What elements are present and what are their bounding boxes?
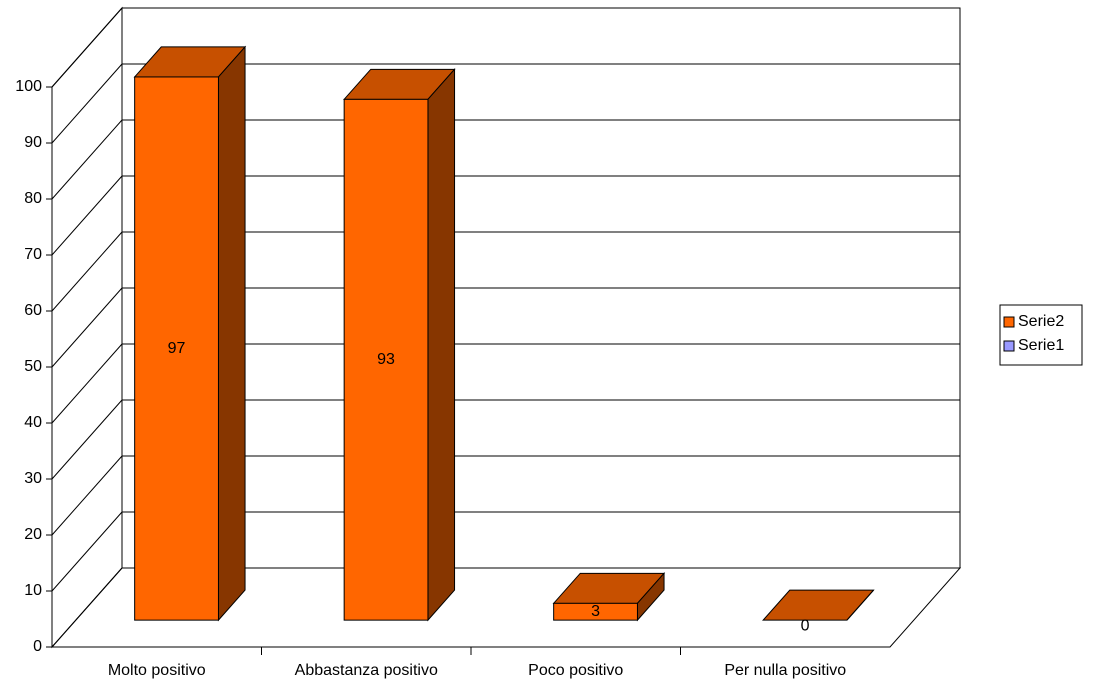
legend-box bbox=[999, 304, 1083, 366]
y-tick-label: 60 bbox=[24, 302, 42, 319]
grid-line bbox=[51, 567, 123, 648]
legend-swatch bbox=[1003, 340, 1015, 352]
grid-line bbox=[51, 511, 123, 592]
y-tick-label: 70 bbox=[24, 246, 42, 263]
y-tick-label: 20 bbox=[24, 526, 42, 543]
y-tick-label: 80 bbox=[24, 190, 42, 207]
bar-side bbox=[217, 45, 246, 622]
y-tick-label: 0 bbox=[33, 638, 42, 655]
y-tick-label: 50 bbox=[24, 358, 42, 375]
y-tick-label: 40 bbox=[24, 414, 42, 431]
grid-line bbox=[51, 7, 123, 88]
bar-side bbox=[846, 589, 874, 621]
x-tick-label: Per nulla positivo bbox=[724, 662, 846, 679]
grid-line bbox=[51, 63, 123, 144]
grid-line bbox=[51, 119, 123, 200]
grid-line bbox=[51, 399, 123, 480]
y-tick-label: 100 bbox=[15, 78, 42, 95]
value-label: 93 bbox=[377, 351, 395, 368]
x-tick-label: Molto positivo bbox=[108, 662, 206, 679]
value-label: 97 bbox=[168, 340, 186, 357]
y-tick-label: 30 bbox=[24, 470, 42, 487]
grid-line bbox=[51, 455, 123, 536]
legend-label: Serie2 bbox=[1018, 313, 1064, 330]
bar bbox=[343, 98, 429, 621]
y-tick-label: 90 bbox=[24, 134, 42, 151]
grid-line bbox=[51, 287, 123, 368]
bar bbox=[134, 76, 219, 621]
x-tick-label: Abbastanza positivo bbox=[295, 662, 438, 679]
grid-line bbox=[51, 231, 123, 312]
value-label: 3 bbox=[591, 603, 600, 620]
grid-line bbox=[51, 343, 123, 424]
bar bbox=[553, 602, 638, 621]
grid-line bbox=[51, 175, 123, 256]
y-tick-label: 10 bbox=[24, 582, 42, 599]
bar-side bbox=[427, 68, 456, 622]
value-label: 0 bbox=[801, 617, 810, 634]
legend-label: Serie1 bbox=[1018, 337, 1064, 354]
x-tick-label: Poco positivo bbox=[528, 662, 623, 679]
legend-swatch bbox=[1003, 316, 1015, 328]
